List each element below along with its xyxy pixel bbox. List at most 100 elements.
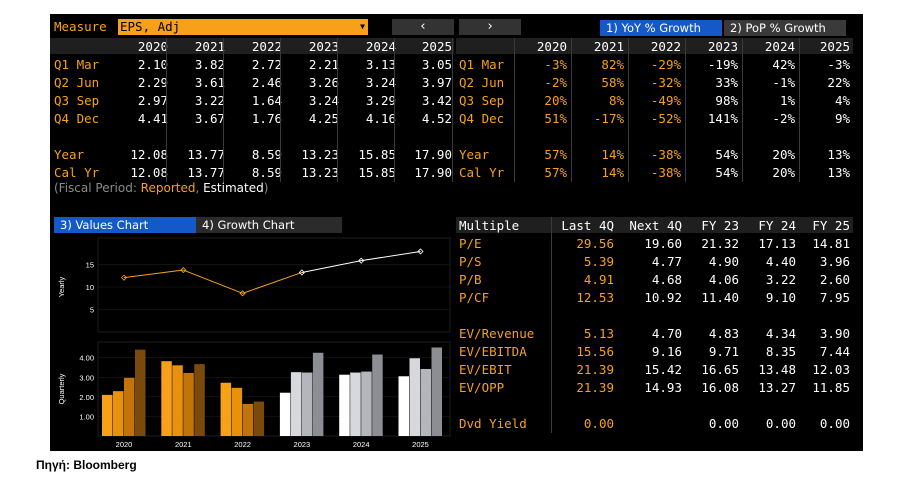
growth-cell: 51% <box>544 111 567 126</box>
multiples-header: FY 23 <box>701 218 739 233</box>
multiple-cell: 8.35 <box>765 344 796 359</box>
fiscal-note-sep: , <box>195 181 204 195</box>
growth-cell: 20% <box>772 147 795 162</box>
growth-row-label: Q1 Mar <box>459 57 505 72</box>
multiple-cell: 13.48 <box>758 362 796 377</box>
growth-cell: 57% <box>544 147 567 162</box>
tab-yoy-growth[interactable]: 1) YoY % Growth <box>600 20 722 36</box>
growth-cell: 20% <box>772 165 795 180</box>
multiple-cell: 14.81 <box>812 236 850 251</box>
prev-button[interactable]: ‹ <box>392 19 454 35</box>
growth-cell: -17% <box>593 111 624 126</box>
column-divider <box>685 38 686 182</box>
multiple-row-label: P/B <box>459 272 482 287</box>
growth-cell: -2% <box>772 111 795 126</box>
eps-cell: 2.46 <box>251 75 282 90</box>
eps-row-label: Q4 Dec <box>54 111 100 126</box>
eps-row-label: Cal Yr <box>54 165 100 180</box>
growth-row-label: Year <box>459 147 490 162</box>
quarterly-bar <box>183 372 194 436</box>
yearly-line-segment <box>361 250 421 262</box>
quarterly-bar <box>420 369 431 436</box>
multiple-cell: 13.27 <box>758 380 796 395</box>
quarterly-bar <box>398 376 409 436</box>
growth-cell: 141% <box>707 111 738 126</box>
growth-cell: 98% <box>715 93 738 108</box>
quarterly-bar <box>102 394 113 436</box>
multiples-header: FY 25 <box>812 218 850 233</box>
multiple-cell: 0.00 <box>583 416 614 431</box>
growth-cell: -1% <box>772 75 795 90</box>
measure-dropdown[interactable]: EPS, Adj ▼ <box>118 19 368 35</box>
growth-cell: 9% <box>834 111 850 126</box>
column-divider <box>799 38 800 182</box>
multiple-cell: 4.77 <box>651 254 682 269</box>
tab-values-chart[interactable]: 3) Values Chart <box>54 217 196 233</box>
growth-cell: -3% <box>827 57 850 72</box>
eps-cell: 4.16 <box>365 111 396 126</box>
column-divider <box>742 38 743 182</box>
next-button[interactable]: › <box>459 19 521 35</box>
growth-year-header-2020: 2020 <box>536 39 567 54</box>
growth-row-label: Cal Yr <box>459 165 505 180</box>
yearly-axis-label: Yearly <box>57 276 66 297</box>
quarterly-bar <box>124 377 135 436</box>
x-tick-label: 2025 <box>412 440 429 449</box>
growth-cell: -3% <box>544 57 567 72</box>
eps-cell: 15.85 <box>358 147 396 162</box>
eps-row-label: Q1 Mar <box>54 57 100 72</box>
growth-cell: 14% <box>601 165 624 180</box>
yearly-tick-label: 10 <box>86 283 94 292</box>
multiple-cell: 4.70 <box>651 326 682 341</box>
fiscal-period-note: (Fiscal Period: Reported, Estimated) <box>54 180 268 197</box>
column-divider <box>394 38 395 182</box>
column-divider <box>571 38 572 182</box>
year-header-2024: 2024 <box>365 39 396 54</box>
multiple-cell: 21.32 <box>701 236 739 251</box>
multiple-cell: 3.96 <box>819 254 850 269</box>
multiple-cell: 4.34 <box>765 326 796 341</box>
multiple-cell: 7.95 <box>819 290 850 305</box>
eps-cell: 15.85 <box>358 165 396 180</box>
x-tick-label: 2020 <box>116 440 133 449</box>
x-tick-label: 2021 <box>175 440 192 449</box>
yearly-line-segment <box>183 269 243 294</box>
source-caption: Πηγή: Bloomberg <box>36 458 137 472</box>
column-divider <box>223 38 224 182</box>
tab-growth-chart[interactable]: 4) Growth Chart <box>196 217 342 233</box>
multiple-cell: 2.60 <box>819 272 850 287</box>
yearly-point <box>120 274 128 281</box>
tab-pop-growth[interactable]: 2) PoP % Growth <box>724 20 846 36</box>
yearly-point <box>358 257 365 264</box>
bloomberg-terminal-panel: Measure EPS, Adj ▼ ‹ › 1) YoY % Growth 2… <box>50 14 863 451</box>
right-header-bar <box>456 38 853 54</box>
multiple-cell: 4.90 <box>708 254 739 269</box>
quarterly-bar <box>361 371 372 436</box>
growth-cell: -32% <box>650 75 681 90</box>
eps-cell: 3.67 <box>194 111 225 126</box>
multiple-cell: 9.10 <box>765 290 796 305</box>
multiple-cell: 12.53 <box>576 290 614 305</box>
multiple-cell: 12.03 <box>812 362 850 377</box>
eps-cell: 13.23 <box>301 147 339 162</box>
yearly-point <box>239 290 246 297</box>
growth-cell: 58% <box>601 75 624 90</box>
eps-cell: 3.22 <box>194 93 225 108</box>
eps-row-label: Q2 Jun <box>54 75 100 90</box>
eps-cell: 3.05 <box>421 57 452 72</box>
eps-cell: 8.59 <box>251 165 282 180</box>
year-header-2025: 2025 <box>421 39 452 54</box>
multiple-cell: 4.91 <box>583 272 614 287</box>
quarterly-tick-label: 1.00 <box>79 412 94 421</box>
multiple-cell: 29.56 <box>576 236 614 251</box>
growth-cell: 20% <box>544 93 567 108</box>
growth-cell: 33% <box>715 75 738 90</box>
eps-cell: 3.82 <box>194 57 225 72</box>
multiple-cell: 0.00 <box>708 416 739 431</box>
multiple-row-label: EV/EBIT <box>459 362 512 377</box>
fiscal-estimated-legend: Estimated <box>203 181 264 195</box>
multiple-cell: 11.85 <box>812 380 850 395</box>
growth-row-label: Q4 Dec <box>459 111 505 126</box>
eps-cell: 13.77 <box>187 147 225 162</box>
chevron-down-icon[interactable]: ▼ <box>360 22 365 31</box>
